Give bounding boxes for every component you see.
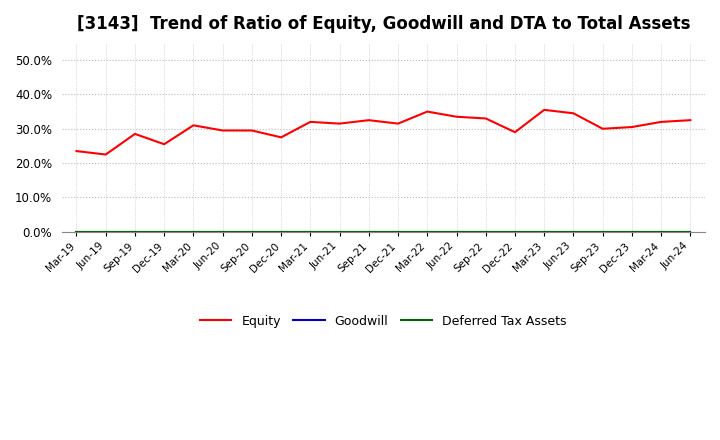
Equity	[102, 152, 110, 157]
Goodwill	[218, 229, 227, 235]
Goodwill	[510, 229, 519, 235]
Deferred Tax Assets	[189, 229, 198, 235]
Goodwill	[452, 229, 461, 235]
Equity	[482, 116, 490, 121]
Equity	[364, 117, 373, 123]
Goodwill	[686, 229, 695, 235]
Goodwill	[423, 229, 431, 235]
Equity	[423, 109, 431, 114]
Deferred Tax Assets	[540, 229, 549, 235]
Equity	[218, 128, 227, 133]
Equity	[394, 121, 402, 126]
Deferred Tax Assets	[218, 229, 227, 235]
Goodwill	[189, 229, 198, 235]
Goodwill	[394, 229, 402, 235]
Goodwill	[336, 229, 344, 235]
Deferred Tax Assets	[336, 229, 344, 235]
Deferred Tax Assets	[569, 229, 577, 235]
Equity	[540, 107, 549, 113]
Deferred Tax Assets	[452, 229, 461, 235]
Goodwill	[540, 229, 549, 235]
Goodwill	[569, 229, 577, 235]
Equity	[598, 126, 607, 132]
Deferred Tax Assets	[423, 229, 431, 235]
Title: [3143]  Trend of Ratio of Equity, Goodwill and DTA to Total Assets: [3143] Trend of Ratio of Equity, Goodwil…	[76, 15, 690, 33]
Line: Equity: Equity	[76, 110, 690, 154]
Equity	[657, 119, 665, 125]
Equity	[306, 119, 315, 125]
Deferred Tax Assets	[276, 229, 285, 235]
Deferred Tax Assets	[482, 229, 490, 235]
Goodwill	[102, 229, 110, 235]
Equity	[72, 148, 81, 154]
Deferred Tax Assets	[364, 229, 373, 235]
Equity	[189, 123, 198, 128]
Deferred Tax Assets	[130, 229, 139, 235]
Equity	[510, 129, 519, 135]
Goodwill	[130, 229, 139, 235]
Equity	[686, 117, 695, 123]
Equity	[452, 114, 461, 119]
Goodwill	[628, 229, 636, 235]
Equity	[276, 135, 285, 140]
Equity	[336, 121, 344, 126]
Deferred Tax Assets	[102, 229, 110, 235]
Goodwill	[306, 229, 315, 235]
Deferred Tax Assets	[160, 229, 168, 235]
Goodwill	[160, 229, 168, 235]
Deferred Tax Assets	[686, 229, 695, 235]
Deferred Tax Assets	[72, 229, 81, 235]
Equity	[248, 128, 256, 133]
Goodwill	[598, 229, 607, 235]
Equity	[569, 111, 577, 116]
Deferred Tax Assets	[598, 229, 607, 235]
Deferred Tax Assets	[628, 229, 636, 235]
Goodwill	[248, 229, 256, 235]
Deferred Tax Assets	[657, 229, 665, 235]
Equity	[130, 131, 139, 136]
Legend: Equity, Goodwill, Deferred Tax Assets: Equity, Goodwill, Deferred Tax Assets	[195, 310, 572, 333]
Goodwill	[364, 229, 373, 235]
Goodwill	[276, 229, 285, 235]
Equity	[160, 142, 168, 147]
Deferred Tax Assets	[248, 229, 256, 235]
Deferred Tax Assets	[306, 229, 315, 235]
Goodwill	[482, 229, 490, 235]
Equity	[628, 125, 636, 130]
Deferred Tax Assets	[510, 229, 519, 235]
Goodwill	[657, 229, 665, 235]
Deferred Tax Assets	[394, 229, 402, 235]
Goodwill	[72, 229, 81, 235]
